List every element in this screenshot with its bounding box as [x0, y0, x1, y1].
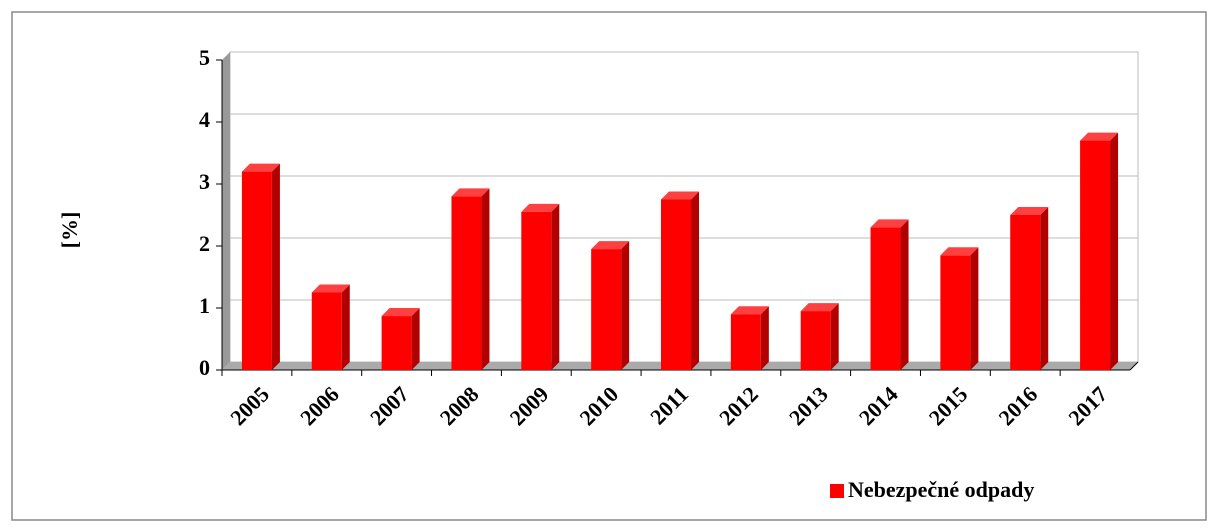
- bar-side: [691, 191, 699, 370]
- bar: [311, 292, 342, 370]
- bar-side: [271, 163, 280, 370]
- legend-swatch: [830, 484, 844, 498]
- bar: [591, 249, 622, 370]
- bar-top: [800, 303, 839, 312]
- bar-side: [970, 247, 979, 370]
- bar-side: [621, 241, 630, 370]
- bar-top: [591, 241, 630, 250]
- bar: [940, 255, 971, 370]
- y-tick-label: 3: [199, 169, 210, 194]
- bar-group: [311, 284, 350, 370]
- bar-group: [1080, 132, 1119, 370]
- bar-side: [551, 203, 560, 370]
- bar-side: [411, 308, 420, 370]
- floor-edge: [1129, 361, 1139, 371]
- bar-group: [1010, 207, 1049, 370]
- y-tick-label: 1: [199, 293, 210, 318]
- bar: [870, 227, 901, 370]
- bar-top: [521, 203, 560, 212]
- bar-top: [940, 247, 979, 256]
- bar-group: [940, 247, 979, 370]
- bar: [661, 199, 691, 370]
- y-tick-label: 4: [199, 107, 210, 132]
- bar-group: [381, 308, 420, 370]
- bar-group: [661, 191, 699, 370]
- bar-group: [451, 188, 490, 370]
- bar-side: [481, 188, 490, 370]
- bar-group: [730, 306, 769, 370]
- y-axis-label: [%]: [57, 212, 82, 249]
- bar-top: [381, 308, 420, 317]
- bar: [730, 314, 761, 370]
- bar: [800, 311, 831, 370]
- bar-group: [241, 163, 280, 370]
- bar-top: [661, 191, 699, 200]
- bar-side: [900, 219, 909, 370]
- y-tick-label: 5: [199, 45, 210, 70]
- side-wall: [222, 52, 230, 370]
- bar-group: [870, 219, 909, 370]
- bar-top: [1010, 207, 1049, 215]
- bar-side: [1040, 207, 1049, 370]
- bar-top: [241, 163, 280, 172]
- bar-side: [1110, 132, 1119, 370]
- bar: [381, 316, 412, 370]
- bar: [1080, 140, 1111, 370]
- bar-top: [311, 284, 350, 293]
- bar-group: [591, 241, 630, 370]
- bar: [521, 211, 552, 370]
- legend-label: Nebezpečné odpady: [848, 477, 1034, 502]
- y-tick-label: 0: [199, 355, 210, 380]
- bar: [1010, 215, 1041, 370]
- bar-top: [730, 306, 769, 315]
- bar-top: [1080, 132, 1119, 141]
- bar: [451, 196, 482, 370]
- bar-side: [830, 303, 839, 370]
- bar-group: [800, 303, 839, 370]
- bar-group: [521, 203, 560, 370]
- y-tick-label: 2: [199, 231, 210, 256]
- bar-side: [341, 284, 350, 370]
- bar-top: [870, 219, 909, 228]
- bar-top: [451, 188, 490, 197]
- bar-side: [760, 306, 769, 370]
- bar: [241, 171, 272, 370]
